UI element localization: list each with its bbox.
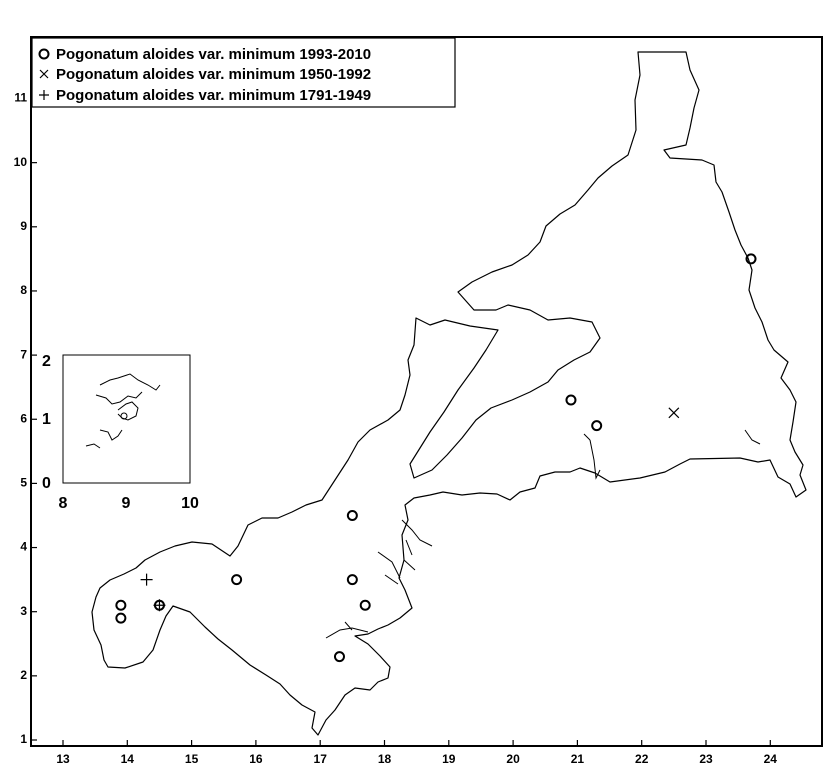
x-tick-label: 13: [56, 752, 70, 766]
x-tick-label: 19: [442, 752, 456, 766]
x-tick-label: 20: [506, 752, 520, 766]
marker-circle: [346, 574, 358, 586]
x-tick-label: 22: [635, 752, 649, 766]
y-tick-label: 1: [20, 732, 27, 746]
marker-circle: [115, 599, 127, 611]
inset-y-label-2: 2: [42, 353, 51, 370]
x-axis: 13 14 15 16 17 18 19 20 21 22 23 24: [56, 740, 777, 766]
x-tick-label: 23: [699, 752, 713, 766]
marker-plus: [140, 573, 153, 586]
x-tick-label: 15: [185, 752, 199, 766]
inset-x-label-10: 10: [181, 495, 199, 512]
inset-x-label-8: 8: [59, 495, 68, 512]
y-axis: 1 2 3 4 5 6 7 8 9 10 11: [14, 91, 37, 746]
legend-label-1791-1949: Pogonatum aloides var. minimum 1791-1949: [56, 87, 371, 104]
marker-circle: [591, 420, 603, 432]
estuary-tamar: [583, 429, 761, 480]
legend-label-1950-1992: Pogonatum aloides var. minimum 1950-1992: [56, 66, 371, 83]
y-tick-label: 5: [20, 476, 27, 490]
y-tick-label: 4: [20, 540, 27, 554]
inset-map: 2 1 0 8 9 10: [42, 353, 199, 512]
marker-circle: [115, 612, 127, 624]
legend-circle-marker: [38, 48, 50, 60]
marker-circle: [359, 599, 371, 611]
legend-plus-marker: [39, 90, 49, 100]
marker-circle: [745, 253, 757, 265]
estuary-fal: [377, 519, 433, 585]
marker-circle: [346, 509, 358, 521]
inset-x-label-9: 9: [122, 495, 131, 512]
y-tick-label: 9: [20, 219, 27, 233]
marker-x: [668, 407, 680, 419]
marker-circle: [231, 574, 243, 586]
inset-y-label-0: 0: [42, 475, 51, 492]
y-tick-label: 8: [20, 283, 27, 297]
x-tick-label: 16: [249, 752, 263, 766]
legend-box: [31, 37, 456, 108]
inset-islands: [85, 373, 161, 449]
y-tick-label: 3: [20, 604, 27, 618]
marker-circle: [565, 394, 577, 406]
x-tick-label: 14: [121, 752, 135, 766]
y-tick-label: 10: [14, 155, 28, 169]
legend-x-marker: [39, 69, 49, 79]
x-tick-label: 18: [378, 752, 392, 766]
plot-frame: [30, 36, 823, 747]
y-tick-label: 6: [20, 411, 27, 425]
county-outline: [91, 51, 807, 736]
x-tick-label: 17: [314, 752, 328, 766]
inset-frame: [62, 354, 191, 484]
data-markers: [115, 253, 757, 663]
y-tick-label: 7: [20, 347, 27, 361]
marker-circle: [333, 651, 345, 663]
marker-plus: [153, 599, 166, 612]
x-tick-label: 24: [764, 752, 778, 766]
legend-label-1993-2010: Pogonatum aloides var. minimum 1993-2010: [56, 46, 371, 63]
x-tick-label: 21: [571, 752, 585, 766]
y-tick-label: 2: [20, 668, 27, 682]
y-tick-label: 11: [14, 91, 27, 105]
estuary-helford: [325, 621, 369, 639]
inset-y-label-1: 1: [42, 411, 51, 428]
legend: Pogonatum aloides var. minimum 1993-2010…: [31, 37, 456, 108]
